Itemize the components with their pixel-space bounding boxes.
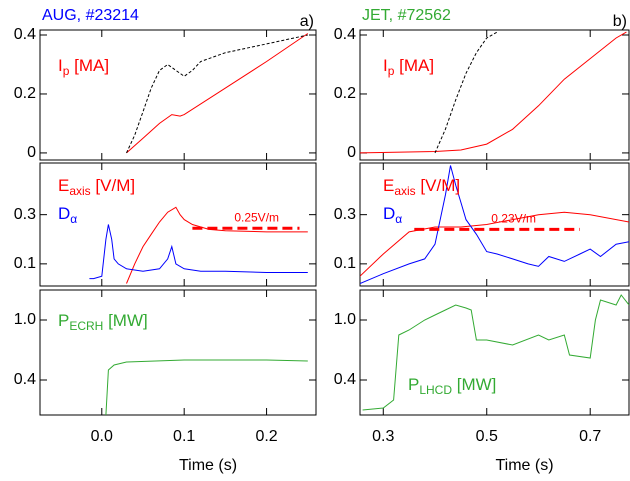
label-suffix: [MW] — [452, 375, 496, 394]
data-line — [360, 211, 629, 277]
plot-frame — [359, 29, 630, 161]
label-main: E — [58, 176, 69, 195]
dashed-line — [126, 34, 308, 154]
y-tick-label: 1.0 — [334, 311, 356, 328]
label-sub: p — [63, 64, 70, 78]
y-tick-label: 0 — [347, 144, 356, 161]
y-tick-label: 1.0 — [14, 311, 36, 328]
label-sub: LHCD — [419, 383, 452, 397]
y-tick-label: 0.4 — [334, 26, 356, 43]
series-label: Eaxis [V/M] — [383, 176, 460, 198]
data-line — [360, 165, 629, 284]
label-main: P — [408, 375, 419, 394]
x-tick-label: 0.7 — [579, 428, 601, 445]
data-line — [362, 294, 629, 411]
x-axis-label: Time (s) — [179, 457, 237, 474]
data-line — [105, 359, 308, 415]
data-line — [126, 206, 308, 284]
panel-label: a) — [300, 13, 314, 30]
plot-frame — [359, 162, 630, 287]
plot-frame — [39, 29, 317, 161]
label-main: P — [58, 311, 69, 330]
series-label: Dα — [383, 204, 402, 226]
series-label: Eaxis [V/M] — [58, 176, 135, 198]
line-annotation: 0.23V/m — [491, 212, 536, 226]
y-tick-label: 0.3 — [334, 206, 356, 223]
plot-frame — [39, 162, 317, 287]
data-line — [360, 31, 627, 154]
label-sub: α — [395, 212, 402, 226]
x-tick-label: 0.1 — [173, 428, 195, 445]
label-suffix: [V/M] — [91, 176, 135, 195]
y-tick-label: 0.4 — [14, 26, 36, 43]
label-suffix: [MW] — [103, 311, 147, 330]
y-tick-label: 0.1 — [14, 255, 36, 272]
plot-frame — [359, 289, 630, 416]
label-main: I — [383, 56, 388, 75]
x-tick-label: 0.0 — [91, 428, 113, 445]
label-main: D — [58, 204, 70, 223]
x-axis-label: Time (s) — [495, 457, 553, 474]
x-tick-label: 0.2 — [255, 428, 277, 445]
label-sub: ECRH — [69, 319, 103, 333]
plot-frame — [39, 289, 317, 416]
data-line — [126, 33, 309, 154]
panel-title: AUG, #23214 — [42, 7, 139, 24]
y-tick-label: 0 — [27, 144, 36, 161]
series-label: Ip [MA] — [58, 56, 109, 78]
label-suffix: [MA] — [69, 56, 109, 75]
y-tick-label: 0.2 — [334, 85, 356, 102]
label-suffix: [MA] — [394, 56, 434, 75]
series-label: PLHCD [MW] — [408, 375, 496, 397]
line-annotation: 0.25V/m — [234, 210, 279, 224]
series-label: PECRH [MW] — [58, 311, 148, 333]
y-tick-label: 0.4 — [14, 371, 36, 388]
label-sub: axis — [69, 184, 90, 198]
label-sub: axis — [394, 184, 415, 198]
dashed-line — [434, 31, 498, 154]
label-sub: p — [388, 64, 395, 78]
label-suffix: [V/M] — [416, 176, 460, 195]
y-tick-label: 0.3 — [14, 206, 36, 223]
label-main: D — [383, 204, 395, 223]
label-sub: α — [70, 212, 77, 226]
label-main: I — [58, 56, 63, 75]
series-label: Ip [MA] — [383, 56, 434, 78]
label-main: E — [383, 176, 394, 195]
y-tick-label: 0.4 — [334, 371, 356, 388]
x-tick-label: 0.5 — [476, 428, 498, 445]
data-line — [89, 224, 308, 280]
panel-title: JET, #72562 — [362, 7, 451, 24]
y-tick-label: 0.1 — [334, 255, 356, 272]
panel-label: b) — [613, 13, 627, 30]
y-tick-label: 0.2 — [14, 85, 36, 102]
series-label: Dα — [58, 204, 77, 226]
x-tick-label: 0.3 — [372, 428, 394, 445]
